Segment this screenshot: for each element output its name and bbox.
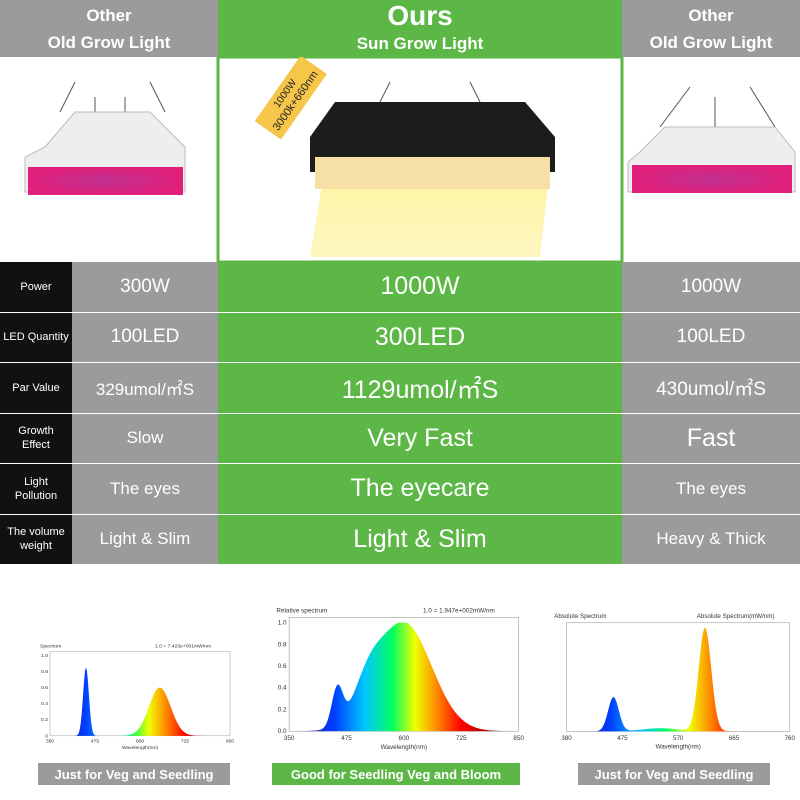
plot-frame (49, 651, 231, 737)
spectrum-note: 1.0 = 1.947e+002mW/nm (423, 607, 495, 614)
spectrum-title: Relative spectrum (276, 607, 327, 614)
x-tick-label: 725 (456, 735, 467, 742)
spectrum-caption: Good for Seedling Veg and Bloom (272, 763, 520, 785)
lamp-left (24, 81, 186, 195)
y-tick-label: 0.8 (41, 669, 48, 675)
y-tick-label: 1.0 (278, 620, 287, 627)
header-line1: Ours (387, 0, 453, 31)
cell: Slow (72, 413, 218, 464)
cell: 300LED (218, 312, 622, 363)
y-tick-label: 1.0 (41, 653, 48, 659)
cell: 1000W (218, 262, 622, 313)
row-label: LED Quantity (0, 312, 72, 363)
x-tick-label: 850 (513, 735, 524, 742)
x-tick-label: 665 (729, 735, 740, 742)
spectrum-title: Spectrum (40, 644, 61, 650)
spectrum-chart: Relative spectrum 1.0 = 1.947e+002mW/nm Wa… (276, 607, 524, 751)
header-line2: Old Grow Light (47, 33, 171, 52)
x-tick-label: 600 (399, 735, 410, 742)
spectrum-chart: Spectrum 1.0 = 7.423e+001mW/nm Wavelength(… (40, 644, 235, 751)
spectrum-caption: Just for Veg and Seedling (38, 763, 230, 785)
y-tick-label: 0.4 (41, 701, 48, 707)
y-tick-label: 0.2 (41, 717, 48, 723)
cell: The eyes (72, 464, 218, 515)
y-tick-label: 0.4 (278, 685, 287, 692)
cell: Fast (622, 413, 800, 464)
y-tick-label: 0.0 (278, 728, 287, 735)
y-tick-label: 0.6 (41, 685, 48, 691)
x-tick-label: 475 (617, 735, 628, 742)
x-tick-label: 350 (46, 739, 55, 745)
cell: 1129umol/㎡S (218, 363, 622, 414)
spectrum-curve (289, 622, 519, 732)
header-line1: Other (86, 6, 132, 25)
y-tick-label: 0 (45, 733, 48, 739)
y-tick-label: 0.2 (278, 706, 287, 713)
row-label: Par Value (0, 363, 72, 414)
spectrum-note: 1.0 = 7.423e+001mW/nm (155, 644, 211, 650)
header-left: Other Old Grow Light (0, 0, 218, 57)
row-label: Light Pollution (0, 464, 72, 515)
cell: 1000W (622, 262, 800, 313)
header-right: Other Old Grow Light (622, 0, 800, 57)
cell: Light & Slim (218, 514, 622, 565)
header-middle: Ours Sun Grow Light (218, 0, 622, 57)
cell: 430umol/㎡S (622, 363, 800, 414)
x-axis-label: Wavelength(nm) (381, 744, 427, 751)
cell: Light & Slim (72, 514, 218, 565)
header-line1: Other (688, 6, 734, 25)
plot-frame (288, 617, 519, 732)
spectrum-curve (566, 627, 790, 732)
x-tick-label: 725 (181, 739, 190, 745)
spectrum-title: Absolute Spectrum (554, 613, 606, 620)
row-label: The volume weight (0, 514, 72, 565)
x-tick-label: 350 (284, 735, 295, 742)
cell: The eyes (622, 464, 800, 515)
x-tick-label: 570 (673, 735, 684, 742)
y-tick-label: 0.8 (278, 641, 287, 648)
x-tick-label: 850 (226, 739, 235, 745)
header-line2: Sun Grow Light (356, 34, 484, 53)
badge: 1000W 3000k+660nm (254, 57, 327, 140)
cell: Very Fast (218, 413, 622, 464)
x-tick-label: 380 (561, 735, 572, 742)
x-tick-label: 760 (785, 735, 796, 742)
x-tick-label: 475 (91, 739, 100, 745)
x-tick-label: 475 (341, 735, 352, 742)
cell: Heavy & Thick (622, 514, 800, 565)
cell: 100LED (622, 312, 800, 363)
row-label: Power (0, 262, 72, 313)
x-axis-label: Wavelength(nm) (122, 745, 159, 751)
product-images: 1000W 3000k+660nm (24, 57, 796, 262)
x-axis-label: Wavelength(nm) (656, 744, 701, 751)
spectrum-note: Absolute Spectrum(mW/nm) (697, 613, 775, 620)
cell: 329umol/㎡S (72, 363, 218, 414)
plot-frame (566, 622, 791, 732)
cell: 300W (72, 262, 218, 313)
spectrum-chart: Absolute Spectrum Absolute Spectrum(mW/nm… (554, 613, 796, 751)
y-tick-label: 0.6 (278, 663, 287, 670)
row-label: Growth Effect (0, 413, 72, 464)
header-line2: Old Grow Light (649, 33, 773, 52)
cell: The eyecare (218, 464, 622, 515)
spectrum-curve (50, 667, 230, 736)
lamp-right (627, 86, 796, 193)
lamp-middle (310, 81, 555, 257)
spectrum-caption: Just for Veg and Seedling (578, 763, 770, 785)
cell: 100LED (72, 312, 218, 363)
x-tick-label: 600 (136, 739, 145, 745)
